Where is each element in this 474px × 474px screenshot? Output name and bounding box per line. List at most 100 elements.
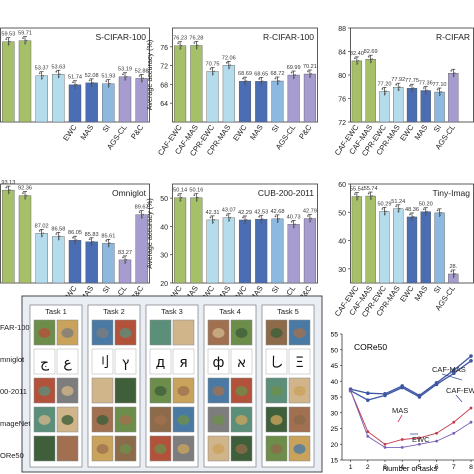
dataset-row-label: FAR-100 (0, 323, 30, 332)
data-point (367, 192, 370, 195)
data-point (8, 40, 11, 43)
image-subject (154, 444, 167, 454)
y-axis-label: Average accuracy (%) (145, 198, 154, 269)
series-line-ewc (350, 390, 472, 448)
y-tick-label: 40 (330, 379, 338, 386)
data-point (212, 221, 214, 224)
y-tick-label: 20 (330, 442, 338, 449)
bar-cpr-mas (393, 208, 404, 284)
y-tick-label: 50 (338, 210, 346, 217)
y-tick-label: 60 (338, 182, 346, 189)
data-point (277, 220, 279, 223)
category-label: SI (100, 284, 111, 295)
data-point (179, 199, 182, 202)
image-subject (212, 328, 225, 338)
bar-cpr-ewc (379, 211, 390, 284)
glyph-char: し (270, 355, 284, 371)
data-point (385, 90, 387, 93)
value-label: 77.92 (391, 77, 405, 83)
value-label: 87.02 (35, 223, 49, 229)
data-point (242, 216, 244, 219)
data-point (398, 86, 401, 89)
value-label: 59.53 (1, 32, 15, 38)
glyph-thumbnail (265, 348, 288, 375)
image-subject (119, 386, 132, 396)
series-point (366, 434, 370, 438)
data-point (179, 47, 182, 50)
bar-caf-mas (365, 58, 376, 123)
image-subject (177, 415, 190, 425)
data-point (244, 221, 247, 224)
value-label: 93.13 (1, 180, 15, 186)
bar-caf-ewc (351, 60, 363, 123)
value-label: 40.73 (287, 214, 301, 220)
x-axis-label: Number of tasks (383, 464, 438, 473)
data-point (412, 87, 415, 90)
value-label: 59.71 (18, 31, 32, 37)
category-label: MAS (248, 123, 265, 142)
bar-caf-ewc (174, 45, 187, 123)
data-point (22, 37, 24, 40)
series-point (366, 430, 370, 434)
series-annotation: CAF-EW (446, 386, 474, 395)
category-label: MAS (413, 123, 430, 142)
category-label: EWC (231, 123, 249, 143)
series-point (418, 436, 421, 440)
data-point (138, 211, 141, 214)
value-label: 52.08 (85, 73, 99, 79)
data-point (193, 194, 196, 197)
data-point (426, 210, 429, 213)
value-label: 82.40 (350, 51, 364, 57)
glyph-thumbnail (207, 348, 230, 375)
image-subject (119, 415, 132, 425)
data-point (58, 73, 61, 76)
image-subject (177, 444, 190, 454)
x-tick-label: 7 (452, 464, 456, 471)
bar-si (271, 218, 284, 284)
bar-mas (85, 241, 98, 284)
data-point (356, 198, 359, 201)
glyph-thumbnail (172, 348, 195, 375)
data-point (22, 192, 24, 194)
data-point (25, 39, 28, 42)
bar-ewc (238, 219, 252, 284)
data-point (141, 216, 144, 219)
y-tick-label: 15 (330, 458, 338, 465)
data-point (38, 229, 41, 232)
data-point (310, 73, 313, 75)
data-point (260, 220, 263, 223)
bar-mas (420, 211, 431, 284)
data-point (193, 42, 196, 44)
bar-si (434, 91, 445, 123)
data-point (180, 44, 183, 47)
data-point (225, 214, 228, 217)
series-point (400, 385, 405, 390)
image-subject (61, 444, 74, 454)
bar-cpr-mas (222, 65, 235, 123)
data-point (177, 194, 180, 197)
value-label: 51.93 (101, 74, 115, 80)
image-subject (212, 386, 225, 396)
data-point (107, 85, 110, 88)
y-tick-label: 35 (330, 395, 338, 402)
x-tick-label: 3 (383, 464, 387, 471)
series-point (469, 354, 473, 358)
data-point (195, 47, 198, 49)
task-image-panel: FAR-100 mniglot 00-2011 mageNet ORe50 Task 1 ج… (0, 295, 323, 473)
dataset-row-label: mageNet (0, 419, 31, 428)
data-point (72, 236, 74, 239)
bar-caf-mas (18, 40, 32, 123)
data-point (124, 261, 127, 264)
value-label: 82.69 (364, 49, 378, 55)
image-subject (96, 415, 109, 425)
line-chart: 15202530354045505512345678Average accura… (313, 332, 474, 473)
value-label: 42.31 (206, 210, 220, 216)
data-point (122, 73, 124, 76)
image-subject (96, 444, 109, 454)
data-point (411, 218, 414, 221)
data-point (274, 77, 277, 80)
y-tick-label: 50 (160, 196, 168, 203)
data-point (398, 207, 401, 210)
chart-title: S-CIFAR-100 (95, 32, 146, 42)
series-point (469, 420, 473, 424)
